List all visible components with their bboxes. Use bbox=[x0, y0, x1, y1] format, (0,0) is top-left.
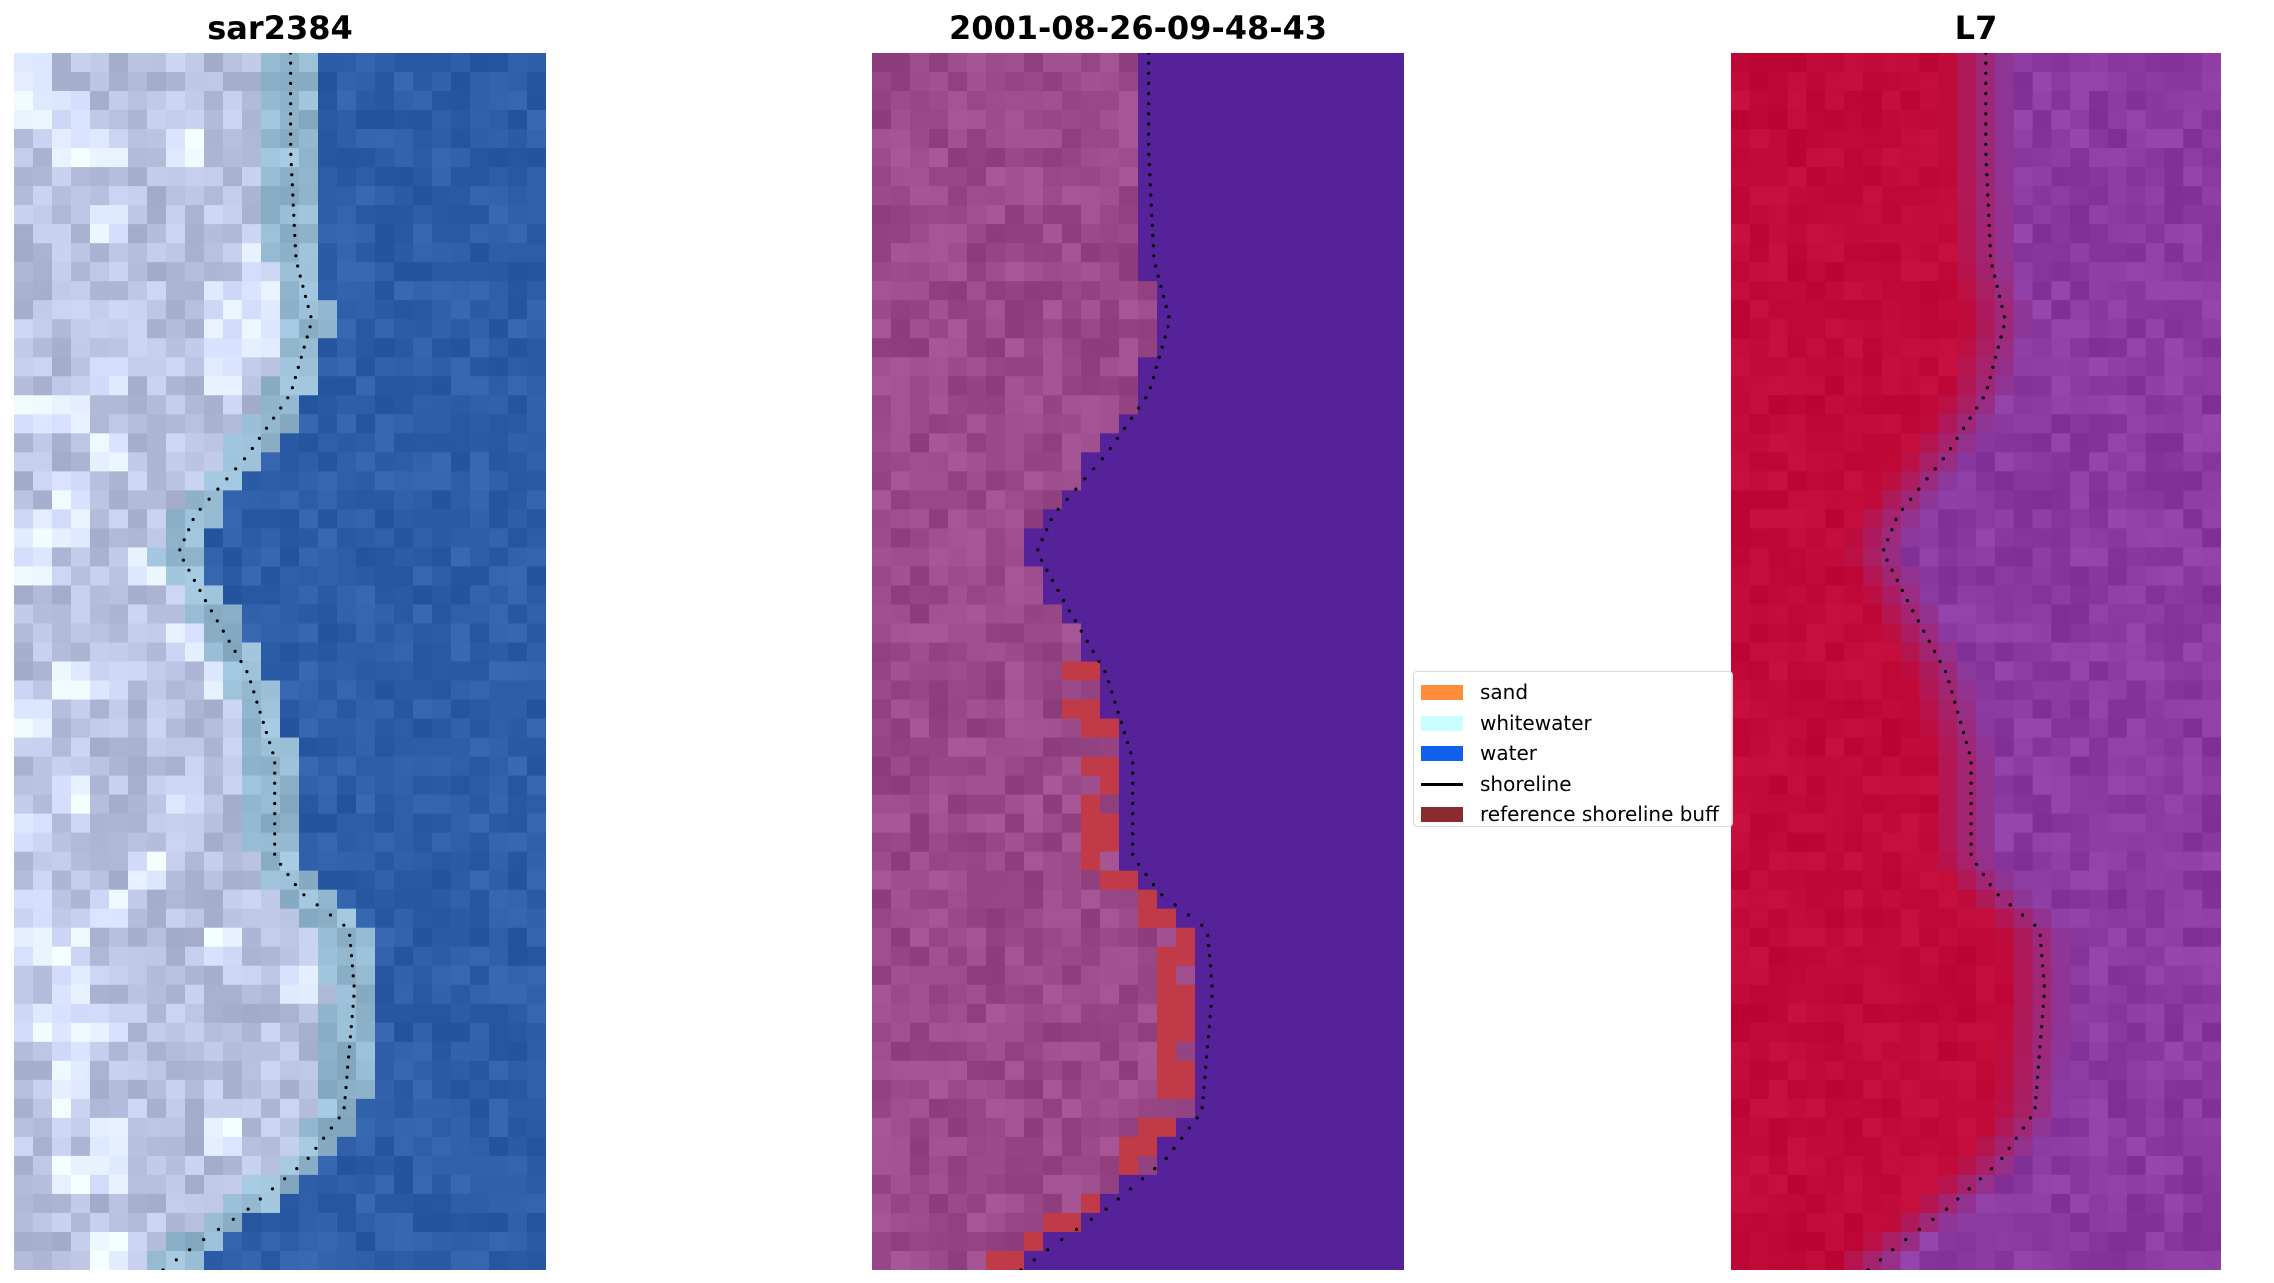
legend-swatch-sand bbox=[1421, 685, 1463, 700]
legend: sand whitewater water shoreline referenc… bbox=[1413, 671, 1733, 827]
legend-label-shoreline: shoreline bbox=[1480, 771, 1572, 796]
legend-item-whitewater: whitewater bbox=[1414, 708, 1732, 739]
legend-label-reference-buffer: reference shoreline buff bbox=[1480, 802, 1719, 826]
mndwi-image-panel bbox=[1731, 53, 2221, 1270]
legend-item-reference-buffer: reference shoreline buff bbox=[1414, 799, 1732, 826]
legend-label-whitewater: whitewater bbox=[1480, 710, 1592, 735]
legend-item-shoreline: shoreline bbox=[1414, 769, 1732, 800]
rgb-shoreline bbox=[161, 53, 356, 1270]
mndwi-image bbox=[1731, 53, 2221, 1270]
legend-line-shoreline bbox=[1421, 782, 1463, 786]
legend-item-water: water bbox=[1414, 738, 1732, 769]
classified-image bbox=[872, 53, 1404, 1270]
mndwi-shoreline bbox=[1866, 53, 2046, 1270]
rgb-pixels bbox=[14, 53, 546, 1270]
classified-image-panel bbox=[872, 53, 1404, 1270]
panel-title-classified: 2001-08-26-09-48-43 bbox=[948, 9, 1328, 47]
panel-title-rgb: sar2384 bbox=[207, 9, 353, 47]
legend-label-sand: sand bbox=[1480, 680, 1529, 704]
legend-swatch-water bbox=[1421, 746, 1463, 761]
classified-pixels bbox=[872, 53, 1404, 1270]
panel-title-mndwi: L7 bbox=[1954, 9, 1998, 47]
mndwi-pixels bbox=[1731, 53, 2221, 1270]
rgb-image bbox=[14, 53, 546, 1270]
legend-swatch-reference-buffer bbox=[1421, 807, 1463, 822]
legend-item-sand: sand bbox=[1414, 677, 1732, 708]
legend-label-water: water bbox=[1480, 741, 1537, 765]
rgb-image-panel bbox=[14, 53, 546, 1270]
classified-shoreline bbox=[1019, 53, 1214, 1270]
legend-swatch-whitewater bbox=[1421, 715, 1463, 731]
